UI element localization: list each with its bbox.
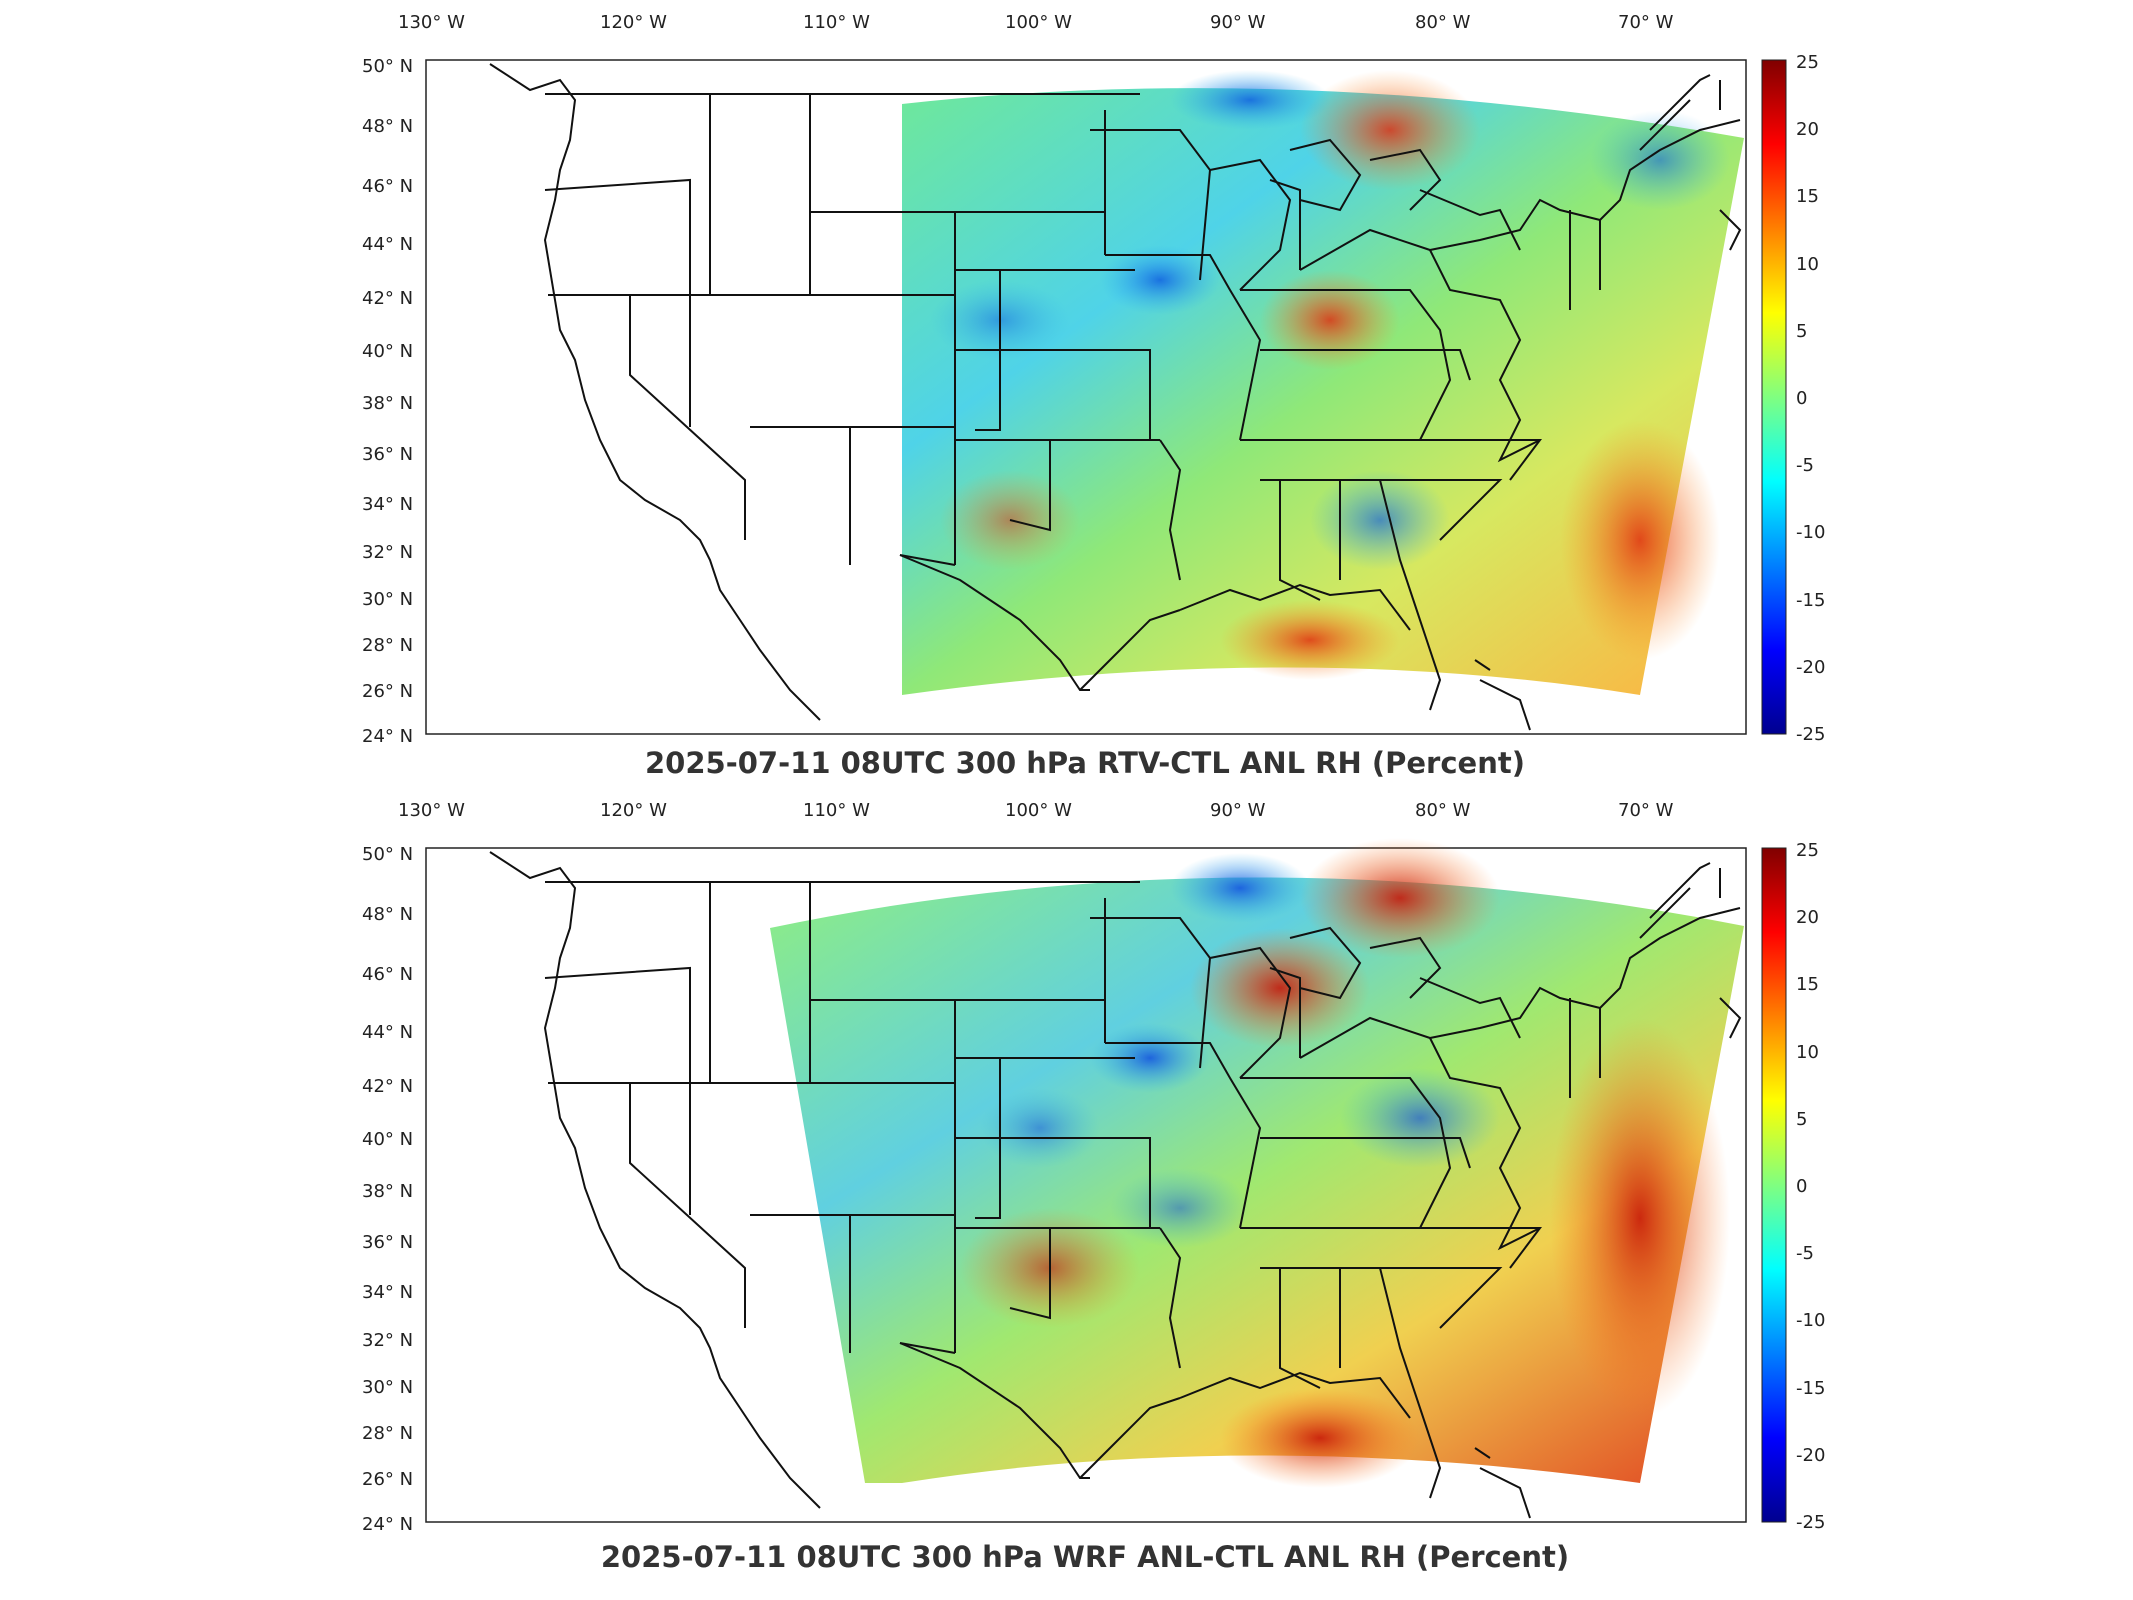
longitude-labels: 130° W 120° W 110° W 100° W 90° W 80° W … bbox=[398, 800, 1674, 821]
colorbar-tick: 10 bbox=[1796, 254, 1819, 275]
colorbar-tick: -5 bbox=[1796, 1243, 1814, 1264]
lat-label: 50° N bbox=[362, 844, 413, 865]
lat-label: 28° N bbox=[362, 635, 413, 656]
colorbar bbox=[1761, 847, 1787, 1523]
rh-difference-field bbox=[770, 838, 1744, 1488]
map-figure: 25 20 15 10 5 0 -5 -10 -15 -20 -25 130° … bbox=[362, 800, 1825, 1535]
colorbar-tick: -5 bbox=[1796, 455, 1814, 476]
colorbar-tick: -20 bbox=[1796, 657, 1825, 678]
map-panel-wrf-anl-ctl: 25 20 15 10 5 0 -5 -10 -15 -20 -25 130° … bbox=[0, 788, 2133, 1588]
lat-label: 46° N bbox=[362, 176, 413, 197]
latitude-labels: 50° N 48° N 46° N 44° N 42° N 40° N 38° … bbox=[362, 56, 413, 747]
lat-label: 26° N bbox=[362, 681, 413, 702]
colorbar-tick: 15 bbox=[1796, 186, 1819, 207]
map-panel-rtv-ctl: 25 20 15 10 5 0 -5 -10 -15 -20 -25 130° … bbox=[362, 12, 1825, 780]
lon-label: 100° W bbox=[1005, 12, 1072, 33]
lat-label: 30° N bbox=[362, 589, 413, 610]
lon-label: 100° W bbox=[1005, 800, 1072, 821]
lat-label: 44° N bbox=[362, 234, 413, 255]
lat-label: 36° N bbox=[362, 444, 413, 465]
lat-label: 50° N bbox=[362, 56, 413, 77]
colorbar-tick: 25 bbox=[1796, 840, 1819, 861]
lon-label: 80° W bbox=[1415, 12, 1471, 33]
colorbar-tick: -10 bbox=[1796, 522, 1825, 543]
lon-label: 110° W bbox=[803, 12, 870, 33]
lat-label: 38° N bbox=[362, 393, 413, 414]
lon-label: 130° W bbox=[398, 12, 465, 33]
colorbar-ticks: 25 20 15 10 5 0 -5 -10 -15 -20 -25 bbox=[1796, 840, 1825, 1533]
lat-label: 42° N bbox=[362, 1076, 413, 1097]
colorbar-tick: -10 bbox=[1796, 1310, 1825, 1331]
colorbar-tick: -20 bbox=[1796, 1445, 1825, 1466]
lat-label: 26° N bbox=[362, 1469, 413, 1490]
lat-label: 40° N bbox=[362, 341, 413, 362]
map-title: 2025-07-11 08UTC 300 hPa RTV-CTL ANL RH … bbox=[645, 746, 1525, 780]
longitude-labels: 130° W 120° W 110° W 100° W 90° W 80° W … bbox=[398, 12, 1674, 33]
lon-label: 110° W bbox=[803, 800, 870, 821]
colorbar-tick: 20 bbox=[1796, 907, 1819, 928]
lat-label: 32° N bbox=[362, 1330, 413, 1351]
colorbar-tick: -15 bbox=[1796, 590, 1825, 611]
coastlines-and-borders bbox=[489, 851, 1742, 1519]
coastlines-and-borders bbox=[489, 63, 1742, 731]
lat-label: 32° N bbox=[362, 542, 413, 563]
lat-label: 36° N bbox=[362, 1232, 413, 1253]
lat-label: 24° N bbox=[362, 726, 413, 747]
map-title: 2025-07-11 08UTC 300 hPa WRF ANL-CTL ANL… bbox=[600, 1540, 1570, 1574]
lon-label: 120° W bbox=[600, 12, 667, 33]
colorbar bbox=[1761, 59, 1787, 735]
lat-label: 34° N bbox=[362, 494, 413, 515]
lon-label: 120° W bbox=[600, 800, 667, 821]
lon-label: 130° W bbox=[398, 800, 465, 821]
lat-label: 44° N bbox=[362, 1022, 413, 1043]
lat-label: 40° N bbox=[362, 1129, 413, 1150]
colorbar-tick: -15 bbox=[1796, 1378, 1825, 1399]
latitude-labels: 50° N 48° N 46° N 44° N 42° N 40° N 38° … bbox=[362, 844, 413, 1535]
rh-difference-field bbox=[902, 70, 1744, 695]
lat-label: 38° N bbox=[362, 1181, 413, 1202]
colorbar-tick: 20 bbox=[1796, 119, 1819, 140]
colorbar-tick: 15 bbox=[1796, 974, 1819, 995]
lon-label: 80° W bbox=[1415, 800, 1471, 821]
lat-label: 28° N bbox=[362, 1423, 413, 1444]
colorbar-tick: 25 bbox=[1796, 52, 1819, 73]
lon-label: 70° W bbox=[1618, 12, 1674, 33]
colorbar-tick: 5 bbox=[1796, 321, 1807, 342]
lat-label: 48° N bbox=[362, 904, 413, 925]
map-figure: 25 20 15 10 5 0 -5 -10 -15 -20 -25 130° … bbox=[362, 12, 1825, 747]
lon-label: 90° W bbox=[1210, 800, 1266, 821]
colorbar-tick: 5 bbox=[1796, 1109, 1807, 1130]
lat-label: 30° N bbox=[362, 1377, 413, 1398]
lat-label: 46° N bbox=[362, 964, 413, 985]
colorbar-tick: 10 bbox=[1796, 1042, 1819, 1063]
lat-label: 24° N bbox=[362, 1514, 413, 1535]
colorbar-tick: -25 bbox=[1796, 1512, 1825, 1533]
colorbar-tick: 0 bbox=[1796, 1176, 1807, 1197]
lon-label: 90° W bbox=[1210, 12, 1266, 33]
lat-label: 34° N bbox=[362, 1282, 413, 1303]
lon-label: 70° W bbox=[1618, 800, 1674, 821]
colorbar-tick: -25 bbox=[1796, 724, 1825, 745]
lat-label: 42° N bbox=[362, 288, 413, 309]
colorbar-ticks: 25 20 15 10 5 0 -5 -10 -15 -20 -25 bbox=[1796, 52, 1825, 745]
colorbar-tick: 0 bbox=[1796, 388, 1807, 409]
lat-label: 48° N bbox=[362, 116, 413, 137]
